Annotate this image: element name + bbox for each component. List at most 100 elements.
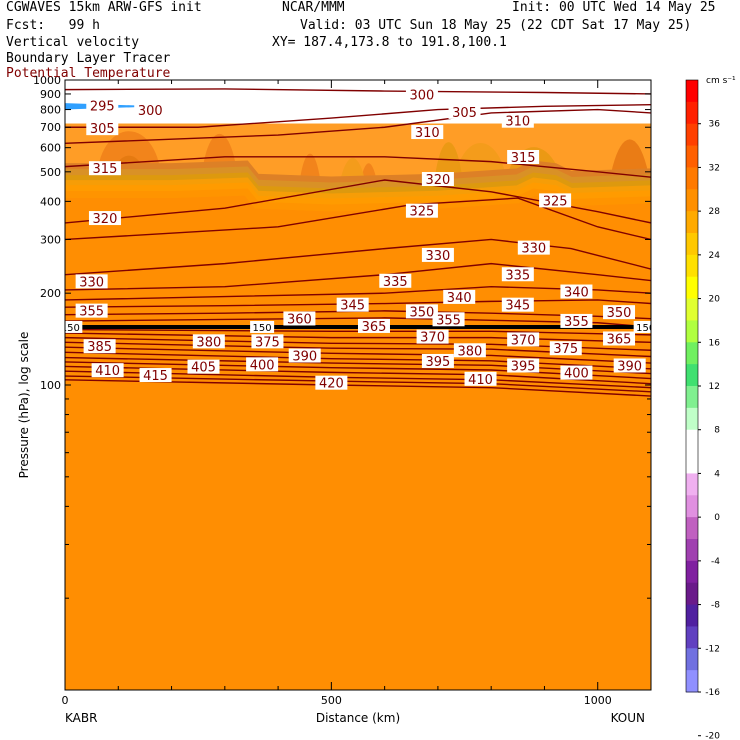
theta-label-bg bbox=[507, 149, 540, 164]
colorbar-tick-label: 32 bbox=[709, 163, 720, 173]
theta-label-bg bbox=[448, 104, 481, 119]
theta-label: 310 bbox=[505, 115, 530, 130]
run-title: CGWAVES 15km ARW-GFS init bbox=[6, 0, 202, 15]
x-axis-label: Distance (km) bbox=[316, 711, 400, 725]
theta-label-bg bbox=[416, 329, 449, 344]
y-tick-label: 600 bbox=[40, 142, 61, 155]
theta-label-bg bbox=[283, 311, 316, 326]
colorbar-swatch bbox=[686, 560, 698, 584]
theta-contour-420 bbox=[65, 379, 651, 397]
trop-label-bg bbox=[250, 320, 275, 333]
theta-label-bg bbox=[443, 289, 476, 304]
theta-label: 395 bbox=[425, 355, 450, 370]
endpoint-left-label: KABR bbox=[65, 711, 97, 725]
theta-label: 315 bbox=[511, 151, 536, 166]
colorbar-swatch bbox=[686, 342, 698, 365]
colorbar-tick-label: 36 bbox=[709, 120, 721, 130]
colorbar-swatch bbox=[686, 473, 698, 496]
theta-label: 355 bbox=[79, 305, 104, 320]
theta-contour-390 bbox=[65, 351, 651, 370]
colorbar-swatch bbox=[686, 276, 698, 300]
colorbar-swatch bbox=[686, 123, 698, 147]
theta-label-bg bbox=[288, 348, 321, 363]
colorbar-swatch bbox=[686, 320, 698, 343]
theta-label-bg bbox=[86, 121, 119, 136]
theta-contour-330 bbox=[65, 238, 651, 276]
colorbar-swatch bbox=[686, 211, 698, 234]
colorbar-swatch bbox=[686, 167, 698, 190]
theta-contour-300 bbox=[65, 88, 651, 95]
theta-label: 350 bbox=[607, 306, 632, 321]
x-tick-label: 1000 bbox=[584, 694, 612, 707]
theta-contour-315 bbox=[65, 156, 651, 178]
theta-label-bg bbox=[517, 240, 550, 255]
trop-label-bg bbox=[633, 320, 651, 333]
theta-label: 345 bbox=[340, 299, 365, 314]
theta-label: 380 bbox=[457, 344, 482, 359]
theta-label-bg bbox=[83, 339, 116, 354]
theta-label-bg bbox=[336, 297, 369, 312]
theta-label: 410 bbox=[95, 364, 120, 379]
y-tick-label: 100 bbox=[40, 379, 61, 392]
theta-contour-410 bbox=[65, 370, 651, 389]
x-tick-label: 0 bbox=[62, 694, 69, 707]
theta-label: 330 bbox=[425, 249, 450, 264]
theta-contour-310 bbox=[65, 108, 651, 145]
theta-label: 385 bbox=[87, 340, 112, 355]
colorbar-swatch bbox=[686, 604, 698, 627]
y-tick-label: 200 bbox=[40, 287, 61, 300]
theta-label: 340 bbox=[447, 291, 472, 306]
endpoint-right-label: KOUN bbox=[611, 711, 645, 725]
theta-label: 295 bbox=[90, 99, 115, 114]
theta-label: 375 bbox=[255, 335, 280, 350]
theta-label-bg bbox=[507, 358, 540, 373]
theta-label-bg bbox=[560, 284, 593, 299]
theta-label-bg bbox=[91, 363, 124, 378]
theta-label-bg bbox=[192, 334, 225, 349]
theta-contour-335 bbox=[65, 262, 651, 291]
colorbar-swatch bbox=[686, 386, 698, 409]
colorbar-swatch bbox=[686, 495, 698, 518]
theta-label: 345 bbox=[505, 299, 530, 314]
theta-label: 375 bbox=[553, 342, 578, 357]
colorbar-tick-label: -20 bbox=[705, 732, 720, 740]
theta-label-bg bbox=[411, 125, 444, 140]
colorbar-swatch bbox=[686, 539, 698, 562]
theta-label-bg bbox=[405, 87, 438, 102]
theta-contour-345 bbox=[65, 299, 651, 308]
colorbar-tick-label: 20 bbox=[709, 295, 721, 305]
theta-label: 300 bbox=[410, 88, 435, 103]
theta-label-bg bbox=[613, 358, 646, 373]
theta-label: 305 bbox=[452, 106, 477, 121]
theta-label: 330 bbox=[521, 242, 546, 257]
tropopause-label: 150 bbox=[61, 323, 80, 334]
field-label-vertical-velocity: Vertical velocity bbox=[6, 35, 140, 50]
theta-label-bg bbox=[86, 98, 119, 113]
theta-contour-415 bbox=[65, 375, 651, 393]
theta-label: 365 bbox=[607, 332, 632, 347]
colorbar-tick-label: -16 bbox=[705, 688, 720, 698]
theta-label-bg bbox=[246, 357, 279, 372]
theta-contour-305 bbox=[65, 103, 651, 128]
colorbar-tick-label: -12 bbox=[705, 644, 720, 654]
theta-label: 390 bbox=[617, 359, 642, 374]
theta-label-bg bbox=[251, 334, 284, 349]
theta-label-bg bbox=[432, 312, 465, 327]
theta-label: 300 bbox=[138, 104, 163, 119]
theta-label-bg bbox=[379, 273, 412, 288]
theta-label-bg bbox=[88, 161, 121, 176]
theta-label-bg bbox=[357, 318, 390, 333]
theta-label: 325 bbox=[410, 205, 435, 220]
theta-label-bg bbox=[134, 103, 167, 118]
colorbar-tick-label: -4 bbox=[711, 557, 720, 567]
y-tick-label: 500 bbox=[40, 166, 61, 179]
y-tick-label: 400 bbox=[40, 195, 61, 208]
theta-label: 305 bbox=[90, 122, 115, 137]
theta-label: 380 bbox=[196, 335, 221, 350]
theta-label-bg bbox=[75, 274, 108, 289]
theta-label-bg bbox=[421, 172, 454, 187]
theta-label-bg bbox=[139, 368, 172, 383]
theta-label: 340 bbox=[564, 286, 589, 301]
